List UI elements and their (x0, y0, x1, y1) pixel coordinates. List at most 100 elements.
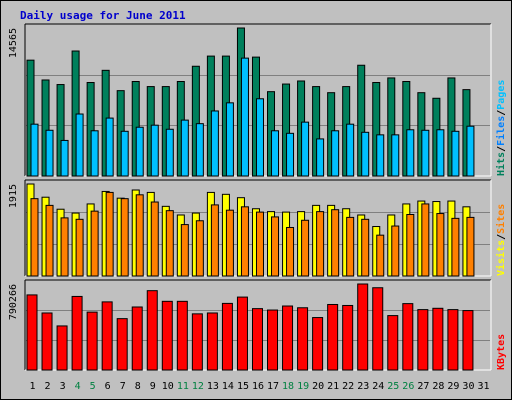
sites-bar (466, 216, 475, 277)
x-tick-label: 25 (387, 381, 399, 392)
sites-bar (45, 204, 54, 277)
kbytes-bar (251, 308, 263, 371)
sites-bar (361, 218, 370, 277)
kbytes-bar (357, 283, 369, 371)
pages-bar (90, 130, 99, 177)
kbytes-bar (131, 306, 143, 371)
kbytes-bar (191, 313, 203, 371)
sites-bar (451, 217, 460, 277)
y-max-label: 790266 (8, 284, 19, 320)
sites-bar (75, 218, 84, 277)
x-tick-label: 5 (90, 381, 96, 392)
kbytes-bar (387, 315, 399, 371)
kbytes-bar (161, 300, 173, 371)
y-max-label: 14565 (8, 28, 19, 58)
kbytes-bar (71, 295, 83, 371)
pages-bar (406, 129, 415, 177)
x-tick-label: 31 (477, 381, 489, 392)
sites-bar (301, 219, 310, 277)
pages-bar (120, 130, 129, 177)
sites-bar (120, 198, 129, 277)
kbytes-bar (342, 304, 354, 371)
pages-bar (286, 132, 295, 177)
legend-kbytes-label: KBytes (496, 334, 507, 370)
pages-bar (105, 117, 114, 177)
sites-bar (30, 198, 39, 277)
kbytes-bar (447, 309, 459, 371)
sites-bar (436, 213, 445, 277)
pages-bar (60, 139, 69, 177)
kbytes-bar (26, 294, 38, 371)
kbytes-bar (327, 303, 339, 371)
x-tick-label: 18 (282, 381, 294, 392)
x-tick-label: 11 (177, 381, 189, 392)
kbytes-bar (402, 303, 414, 371)
sites-bar (406, 214, 415, 277)
pages-bar (135, 126, 144, 177)
pages-bar (421, 129, 430, 177)
legend-pages-label: Pages (496, 80, 507, 110)
sites-bar (180, 224, 189, 277)
kbytes-bar (417, 309, 429, 371)
pages-bar (346, 123, 355, 177)
pages-bar (391, 134, 400, 177)
sites-bar (376, 234, 385, 277)
sites-bar (271, 216, 280, 277)
kbytes-bar (86, 311, 98, 371)
x-tick-label: 3 (60, 381, 66, 392)
sites-bar (210, 204, 219, 277)
sites-bar (255, 211, 264, 277)
kbytes-bar (462, 310, 474, 371)
pages-bar (451, 130, 460, 177)
x-tick-label: 26 (402, 381, 414, 392)
pages-bar (255, 98, 264, 177)
pages-bar (180, 119, 189, 177)
legend-files-label: Files (495, 116, 507, 146)
pages-bar (165, 128, 174, 177)
x-tick-label: 13 (207, 381, 219, 392)
y-max-label: 1915 (8, 184, 19, 208)
x-tick-label: 6 (105, 381, 111, 392)
kbytes-bar (267, 309, 279, 371)
x-tick-label: 14 (222, 381, 234, 392)
x-tick-label: 10 (162, 381, 174, 392)
kbytes-bar (297, 307, 309, 371)
kbytes-bar (41, 312, 53, 371)
kbytes-bar (101, 301, 113, 371)
x-tick-label: 20 (312, 381, 324, 392)
sites-bar (346, 216, 355, 277)
pages-bar (150, 124, 159, 177)
sites-bar (240, 206, 249, 277)
x-tick-label: 21 (327, 381, 339, 392)
pages-bar (466, 125, 475, 177)
pages-bar (436, 129, 445, 177)
pages-bar (30, 123, 39, 177)
pages-bar (316, 138, 325, 177)
sites-bar (105, 191, 114, 277)
pages-bar (376, 134, 385, 177)
x-tick-label: 1 (30, 381, 36, 392)
kbytes-bar (432, 307, 444, 371)
sites-bar (60, 217, 69, 277)
sites-bar (225, 209, 234, 277)
sites-bar (286, 226, 295, 277)
x-tick-label: 30 (462, 381, 474, 392)
chart-title: Daily usage for June 2011 (20, 9, 186, 22)
kbytes-bar (56, 325, 68, 371)
x-tick-label: 2 (45, 381, 51, 392)
pages-bar (361, 131, 370, 177)
pages-bar (331, 130, 340, 177)
sites-bar (391, 225, 400, 277)
kbytes-bar (312, 317, 324, 371)
pages-bar (240, 57, 249, 177)
kbytes-bar (221, 302, 233, 371)
legend-label: KBytes (496, 334, 507, 370)
legend-label: Visits/Sites (495, 204, 507, 276)
pages-bar (45, 129, 54, 177)
x-tick-label: 12 (192, 381, 204, 392)
x-tick-label: 22 (342, 381, 354, 392)
kbytes-bar (176, 300, 188, 371)
legend-sites-label: Sites (495, 204, 507, 234)
legend-hits-label: Hits (495, 152, 507, 176)
